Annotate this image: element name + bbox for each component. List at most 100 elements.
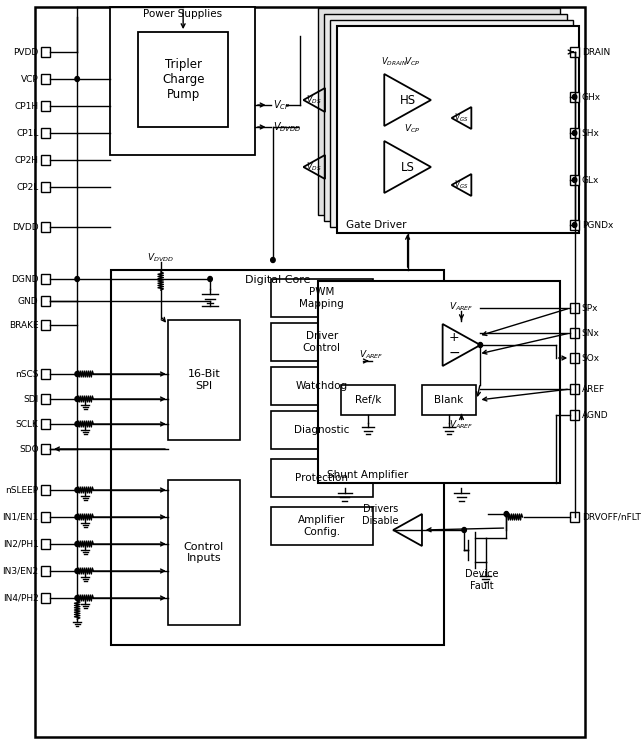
- Text: Device
Fault: Device Fault: [466, 569, 499, 591]
- Text: $V_{DVDD}$: $V_{DVDD}$: [273, 120, 302, 134]
- Circle shape: [572, 130, 577, 136]
- Text: GLx: GLx: [582, 176, 599, 185]
- Bar: [422, 385, 476, 415]
- Bar: [271, 411, 372, 449]
- Text: Control
Inputs: Control Inputs: [184, 542, 224, 563]
- Bar: [318, 8, 560, 215]
- Bar: [41, 74, 50, 84]
- Bar: [331, 20, 573, 227]
- Text: PGNDx: PGNDx: [582, 221, 613, 229]
- Bar: [271, 279, 372, 317]
- Text: CP1H: CP1H: [14, 101, 39, 110]
- Text: Protection: Protection: [295, 473, 349, 483]
- Text: $V_{CP}$: $V_{CP}$: [273, 98, 291, 112]
- Circle shape: [75, 276, 80, 282]
- Bar: [570, 47, 579, 57]
- Bar: [570, 410, 579, 420]
- Circle shape: [75, 77, 80, 81]
- Bar: [41, 101, 50, 111]
- Text: GND: GND: [18, 297, 39, 305]
- Circle shape: [572, 95, 577, 100]
- Circle shape: [572, 177, 577, 183]
- Bar: [41, 566, 50, 576]
- Text: DVDD: DVDD: [12, 223, 39, 232]
- Bar: [111, 270, 444, 645]
- Bar: [570, 175, 579, 185]
- Circle shape: [75, 487, 80, 492]
- Text: Ref/k: Ref/k: [355, 395, 381, 405]
- Bar: [570, 384, 579, 394]
- Circle shape: [504, 512, 509, 516]
- Text: Gate Driver: Gate Driver: [346, 220, 406, 230]
- Text: SOx: SOx: [582, 353, 600, 363]
- Text: CP1L: CP1L: [16, 128, 39, 138]
- Bar: [570, 353, 579, 363]
- Bar: [324, 14, 566, 221]
- Circle shape: [75, 542, 80, 547]
- Text: SPx: SPx: [582, 303, 598, 312]
- Text: Shunt Amplifier: Shunt Amplifier: [327, 470, 408, 480]
- Circle shape: [75, 568, 80, 574]
- Bar: [570, 303, 579, 313]
- Bar: [271, 367, 372, 405]
- Circle shape: [208, 276, 212, 282]
- Text: SCLK: SCLK: [15, 419, 39, 428]
- Bar: [271, 459, 372, 497]
- Text: Amplifier
Config.: Amplifier Config.: [298, 516, 345, 537]
- Text: SDO: SDO: [19, 445, 39, 454]
- Text: DGND: DGND: [11, 274, 39, 284]
- Bar: [168, 480, 240, 625]
- Bar: [271, 507, 372, 545]
- Text: CP2L: CP2L: [16, 183, 39, 191]
- Circle shape: [462, 527, 466, 533]
- Text: −: −: [448, 346, 460, 360]
- Text: nSLEEP: nSLEEP: [5, 486, 39, 495]
- Circle shape: [75, 372, 80, 376]
- Bar: [41, 320, 50, 330]
- Text: IN3/EN2: IN3/EN2: [3, 566, 39, 575]
- Circle shape: [271, 258, 275, 262]
- Circle shape: [572, 223, 577, 227]
- Text: IN2/PH1: IN2/PH1: [3, 539, 39, 548]
- Text: BRAKE: BRAKE: [9, 320, 39, 329]
- Bar: [138, 32, 228, 127]
- Bar: [41, 128, 50, 138]
- Text: $V_{CP}$: $V_{CP}$: [404, 56, 421, 69]
- Text: IN1/EN1: IN1/EN1: [3, 513, 39, 522]
- Text: DRAIN: DRAIN: [582, 48, 610, 57]
- Text: Diagnostic: Diagnostic: [294, 425, 350, 435]
- Text: SHx: SHx: [582, 128, 600, 138]
- Bar: [41, 512, 50, 522]
- Text: SDI: SDI: [23, 395, 39, 404]
- Text: PWM
Mapping: PWM Mapping: [300, 288, 344, 308]
- Bar: [570, 128, 579, 138]
- Text: $V_{DS}$: $V_{DS}$: [306, 161, 322, 174]
- Bar: [271, 323, 372, 361]
- Bar: [41, 296, 50, 306]
- Text: PVDD: PVDD: [14, 48, 39, 57]
- Text: VCP: VCP: [21, 74, 39, 83]
- Text: Tripler
Charge
Pump: Tripler Charge Pump: [162, 58, 204, 101]
- Text: HS: HS: [399, 94, 415, 107]
- Bar: [570, 328, 579, 338]
- Bar: [41, 419, 50, 429]
- Bar: [41, 593, 50, 603]
- Text: +: +: [449, 331, 460, 343]
- Text: LS: LS: [401, 160, 415, 174]
- Bar: [41, 182, 50, 192]
- Text: $V_{CP}$: $V_{CP}$: [404, 123, 421, 136]
- Circle shape: [75, 595, 80, 600]
- Text: $V_{GS}$: $V_{GS}$: [454, 112, 469, 124]
- Text: $V_{DVDD}$: $V_{DVDD}$: [147, 252, 174, 264]
- Bar: [570, 92, 579, 102]
- Text: CP2H: CP2H: [15, 156, 39, 165]
- Text: Digital Core: Digital Core: [245, 275, 310, 285]
- Bar: [41, 155, 50, 165]
- Text: AGND: AGND: [582, 410, 608, 419]
- Text: Driver
Control: Driver Control: [303, 332, 341, 353]
- Text: Watchdog: Watchdog: [296, 381, 348, 391]
- Text: GHx: GHx: [582, 92, 601, 101]
- Bar: [41, 539, 50, 549]
- Text: $V_{AREF}$: $V_{AREF}$: [449, 419, 474, 431]
- Bar: [337, 26, 579, 233]
